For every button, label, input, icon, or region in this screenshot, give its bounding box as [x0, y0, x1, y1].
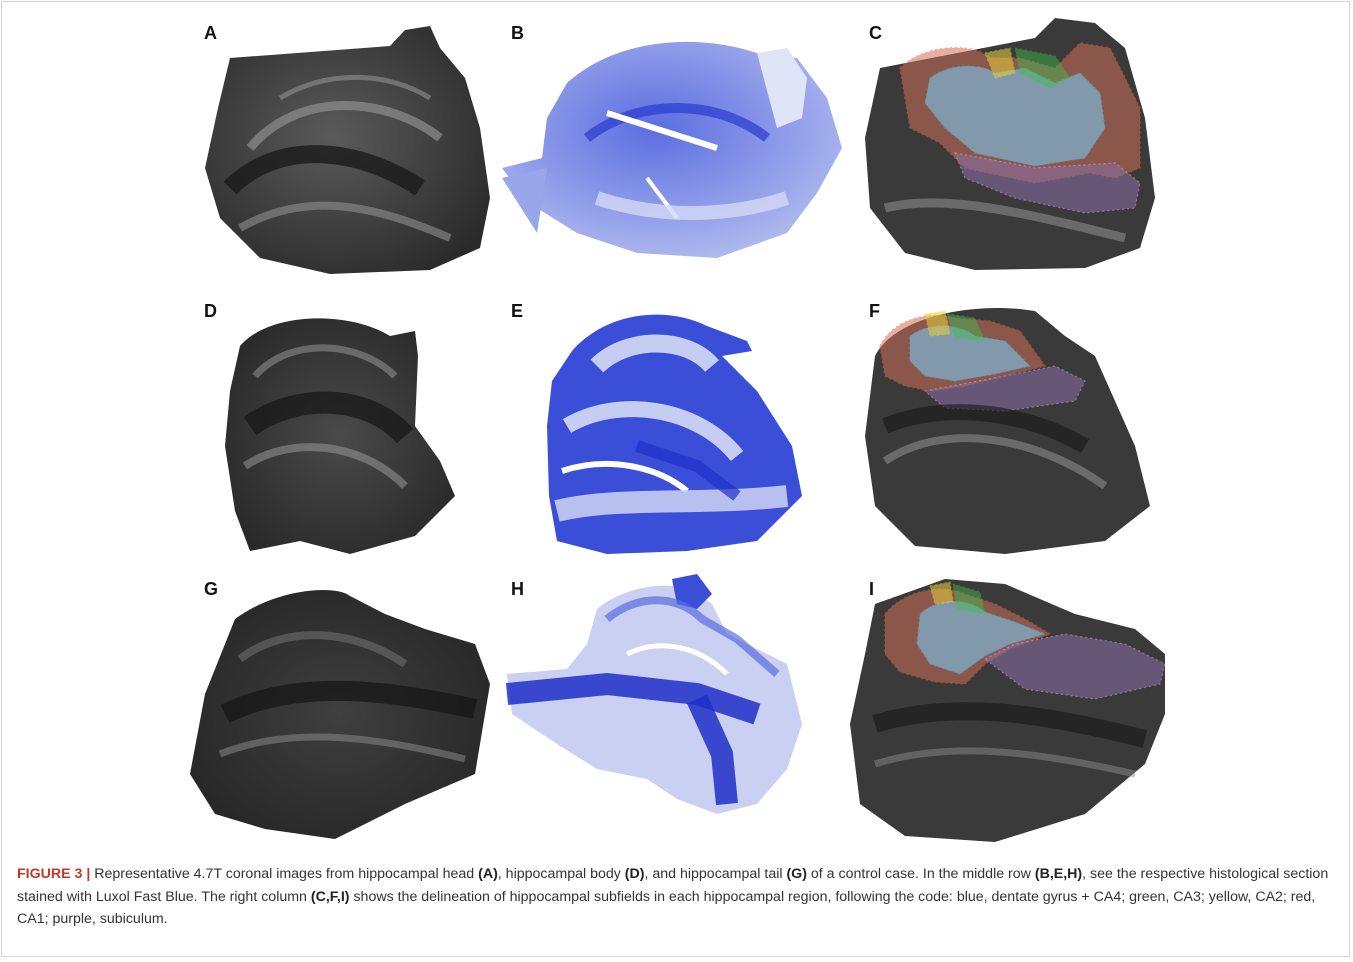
caption-ref-d: (D) [624, 866, 645, 882]
figure-label: FIGURE 3 | [17, 866, 91, 882]
caption-text-4: of a control case. In the middle row [806, 866, 1035, 882]
mri-image-g [190, 589, 490, 839]
panel-label-h: H [511, 579, 524, 599]
panel-b-lfb-hippocampal-head: B [497, 18, 847, 278]
panel-f-subfields-hippocampal-body: F [855, 296, 1155, 556]
panel-label-g: G [204, 579, 219, 599]
panel-g-mri-hippocampal-tail: G [185, 574, 505, 844]
panel-d-mri-hippocampal-body: D [190, 296, 460, 556]
subfield-image-c [865, 18, 1155, 270]
panel-label-c: C [869, 23, 882, 43]
caption-ref-cfi: (C,F,I) [310, 888, 350, 905]
subfield-image-f [865, 308, 1150, 554]
caption-text-6: shows the delineation of hippocampal sub… [17, 888, 1316, 928]
caption-text-3: , and hippocampal tail [644, 866, 787, 882]
panel-label-b: B [511, 23, 524, 43]
subfield-image-i [850, 579, 1166, 842]
panel-a-mri-hippocampal-head: A [190, 18, 510, 278]
panel-label-i: I [869, 579, 875, 599]
panel-c-subfields-hippocampal-head: C [855, 18, 1155, 278]
figure-caption: FIGURE 3 | Representative 4.7T coronal i… [17, 863, 1339, 931]
panel-label-d: D [204, 301, 217, 321]
histology-image-h [505, 574, 802, 814]
histology-image-e [547, 314, 802, 554]
histology-image-b [502, 41, 842, 258]
panel-h-lfb-hippocampal-tail: H [497, 574, 827, 844]
panel-label-f: F [869, 301, 880, 321]
caption-text-1: Representative 4.7T coronal images from … [90, 866, 479, 882]
caption-text-2: , hippocampal body [497, 866, 625, 882]
caption-ref-g: (G) [786, 866, 807, 882]
panel-label-a: A [204, 23, 217, 43]
caption-ref-a: (A) [478, 866, 498, 882]
mri-image-a [205, 26, 490, 274]
caption-ref-beh: (B,E,H) [1034, 866, 1083, 882]
caption-text-5: , see the respective histological sectio… [17, 866, 1329, 905]
panel-label-e: E [511, 301, 524, 321]
panel-i-subfields-hippocampal-tail: I [845, 574, 1175, 844]
mri-image-d [225, 318, 455, 554]
panel-e-lfb-hippocampal-body: E [497, 296, 827, 556]
